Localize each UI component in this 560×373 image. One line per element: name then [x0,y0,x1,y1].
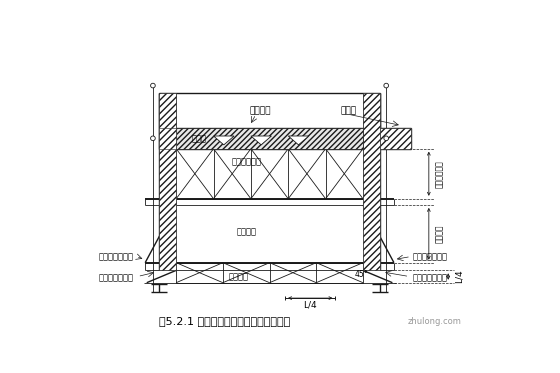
Text: 加固搁条: 加固搁条 [236,228,256,237]
Polygon shape [288,136,309,145]
Text: 桁架高度: 桁架高度 [435,225,444,243]
Text: 加固斜撑: 加固斜撑 [228,272,249,281]
Text: zhulong.com: zhulong.com [407,317,461,326]
Polygon shape [159,93,176,270]
Text: 支模操作空间: 支模操作空间 [435,160,444,188]
Text: 外挂架: 外挂架 [341,106,357,116]
Polygon shape [70,45,504,332]
Text: 筒仓顶板: 筒仓顶板 [249,106,270,116]
Polygon shape [380,128,411,149]
Text: L/4: L/4 [304,301,317,310]
Text: 桁架支撑钢牛腿: 桁架支撑钢牛腿 [413,252,448,261]
Text: 图5.2.1 滑模平台及筒仓顶板支撑示意图: 图5.2.1 滑模平台及筒仓顶板支撑示意图 [160,316,291,326]
Circle shape [384,83,389,88]
Circle shape [151,136,155,141]
Polygon shape [363,93,380,270]
Text: 滑模平台桁架: 滑模平台桁架 [231,158,262,167]
Text: 斜撑支撑钢牛腿: 斜撑支撑钢牛腿 [99,273,134,283]
Polygon shape [213,136,234,145]
Polygon shape [176,128,363,149]
Text: 桁架支撑钢牛腿: 桁架支撑钢牛腿 [99,252,134,261]
Text: 45°: 45° [354,270,368,279]
Polygon shape [251,136,272,145]
Text: 滑模层: 滑模层 [192,134,207,143]
Text: L/4: L/4 [455,270,464,283]
Polygon shape [159,128,176,149]
Circle shape [151,83,155,88]
Text: 斜撑支撑钢牛腿: 斜撑支撑钢牛腿 [413,273,448,283]
Circle shape [384,136,389,141]
